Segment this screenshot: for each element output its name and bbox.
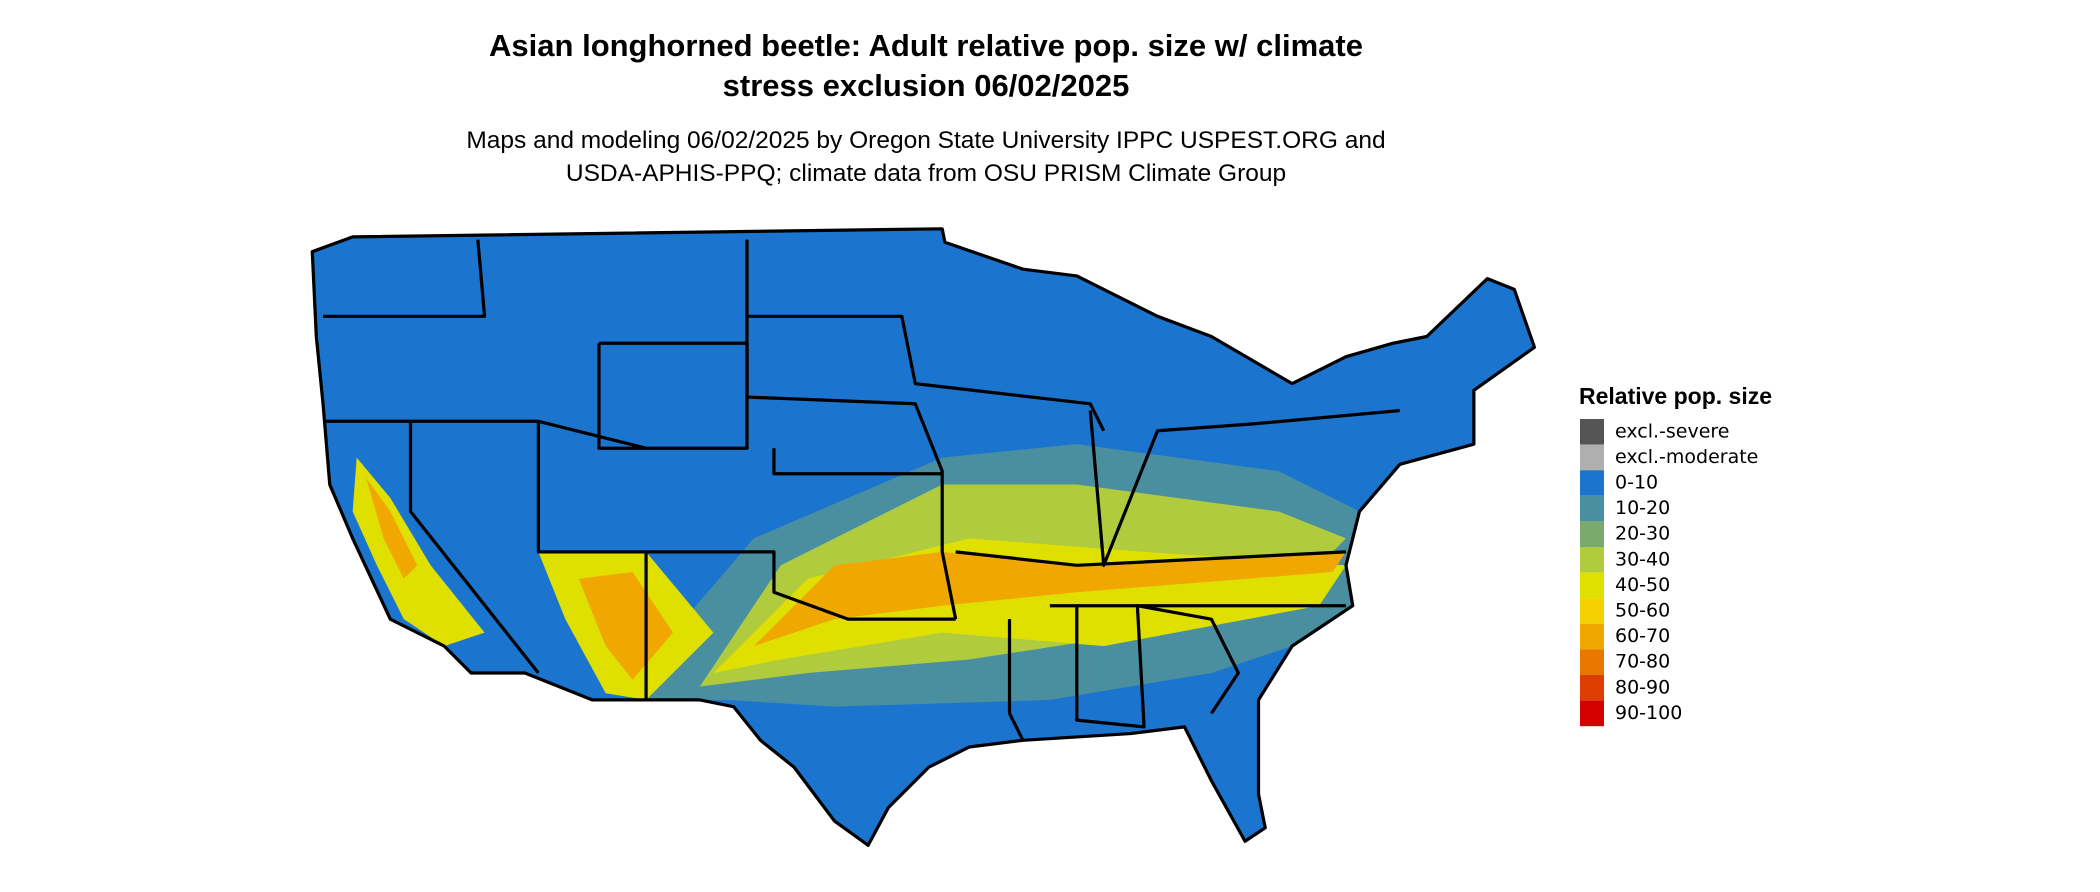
- border: [955, 550, 1347, 567]
- legend-label: 50-60: [1615, 600, 1670, 622]
- border: [646, 550, 956, 621]
- legend-swatch: [1580, 623, 1604, 650]
- border: [1007, 619, 1025, 742]
- legend-swatch: [1580, 419, 1604, 445]
- legend-label: 0-10: [1615, 472, 1658, 494]
- subtitle: Maps and modeling 06/02/2025 by Oregon S…: [466, 127, 1385, 154]
- border: [323, 239, 487, 318]
- title: stress exclusion 06/02/2025: [723, 68, 1130, 103]
- legend: Relative pop. size excl.-severe excl.-mod…: [1579, 383, 1772, 727]
- map-area: [312, 228, 1535, 846]
- legend-swatch: [1580, 521, 1604, 547]
- border: [1075, 604, 1240, 729]
- legend-swatch: [1580, 572, 1604, 599]
- legend-swatch: [1580, 649, 1604, 675]
- legend-label: 70-80: [1615, 651, 1670, 673]
- legend-label: 30-40: [1615, 548, 1670, 570]
- legend-swatch: [1580, 547, 1604, 573]
- border: [597, 341, 749, 450]
- border: [745, 239, 958, 620]
- legend-label: excl.-severe: [1615, 420, 1730, 442]
- legend-title: Relative pop. size: [1579, 383, 1772, 409]
- outline: [310, 227, 1537, 847]
- border: [747, 314, 1106, 432]
- legend-swatch: [1580, 675, 1604, 701]
- legend-swatch: [1580, 444, 1604, 471]
- legend-label: 10-20: [1615, 497, 1670, 519]
- region-fill: [366, 477, 418, 579]
- legend-label: 20-30: [1615, 523, 1670, 545]
- state-borders: [310, 227, 1537, 847]
- legend-label: 80-90: [1615, 676, 1670, 698]
- region-fill: [753, 551, 1346, 647]
- border: [323, 419, 647, 450]
- legend-swatch: [1580, 598, 1604, 624]
- border: [408, 421, 540, 675]
- border: [536, 421, 648, 700]
- region-fill: [352, 457, 485, 647]
- legend-swatch: [1580, 495, 1604, 522]
- legend-label: 40-50: [1615, 574, 1670, 596]
- legend-label: excl.-moderate: [1615, 446, 1758, 468]
- legend-swatch: [1580, 470, 1604, 496]
- border: [1088, 408, 1400, 567]
- region-fill: [578, 572, 673, 680]
- legend-swatch: [1580, 700, 1604, 727]
- title: Asian longhorned beetle: Adult relative …: [489, 28, 1363, 63]
- border: [772, 448, 943, 476]
- subtitle: USDA-APHIS-PPQ; climate data from OSU PR…: [566, 160, 1286, 187]
- legend-label: 60-70: [1615, 625, 1670, 647]
- legend-label: 90-100: [1615, 702, 1682, 724]
